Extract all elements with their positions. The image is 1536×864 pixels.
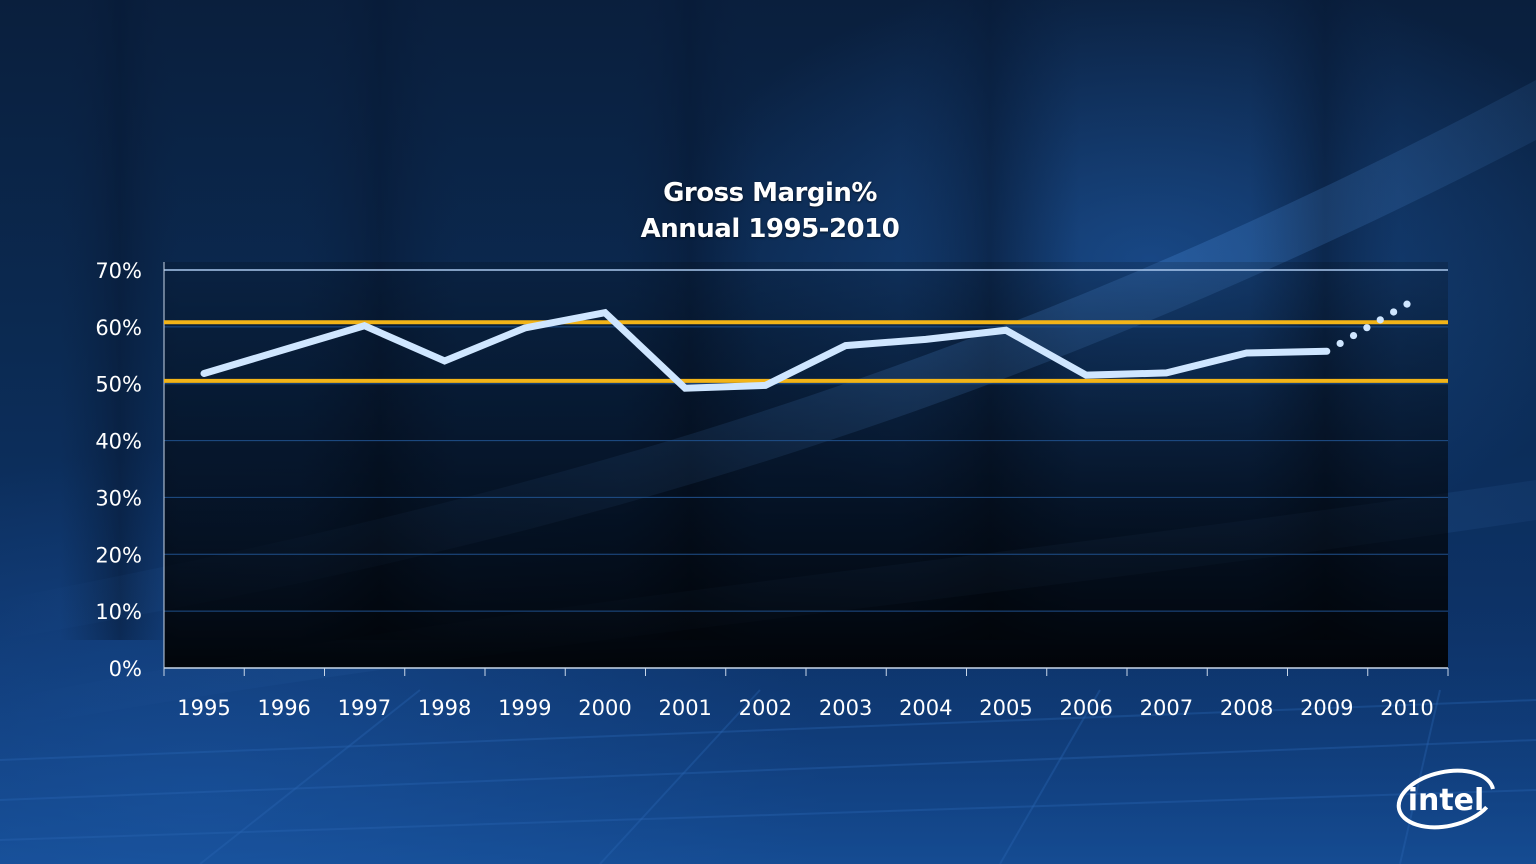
- x-tick-label: 2001: [658, 696, 711, 720]
- x-tick-label: 1999: [498, 696, 551, 720]
- x-tick-label: 2002: [739, 696, 792, 720]
- y-tick-label: 40%: [95, 430, 142, 454]
- x-tick-labels: 1995 1996 1997 1998 1999 2000 2001 2002 2003 2004…: [177, 696, 1433, 720]
- y-tick-label: 70%: [95, 259, 142, 283]
- x-tick-label: 2006: [1059, 696, 1112, 720]
- x-tick-label: 2005: [979, 696, 1032, 720]
- projection-dot: [1349, 331, 1358, 340]
- y-tick-label: 0%: [109, 657, 142, 681]
- y-tick-labels: 0% 10% 20% 30% 40% 50% 60% 70%: [95, 259, 142, 681]
- y-tick-label: 30%: [95, 486, 142, 510]
- projection-dot: [1363, 324, 1371, 332]
- chart-subtitle: Annual 1995-2010: [640, 214, 900, 244]
- y-tick-label: 20%: [95, 543, 142, 567]
- projection-dot: [1403, 300, 1411, 308]
- series-lines: [200, 300, 1411, 392]
- intel-logo: intel: [1396, 768, 1496, 830]
- projection-dot: [1390, 308, 1398, 316]
- projection-dot: [1336, 339, 1344, 348]
- x-tick-label: 2009: [1300, 696, 1353, 720]
- logo-text: intel: [1408, 783, 1485, 818]
- projection-dot: [1376, 316, 1384, 324]
- grid-lines: [164, 269, 1448, 612]
- x-tick-label: 2010: [1380, 696, 1433, 720]
- x-tick-label: 2000: [578, 696, 631, 720]
- x-tick-label: 1998: [418, 696, 471, 720]
- chart-title: Gross Margin%: [663, 178, 877, 208]
- x-tick-label: 2008: [1220, 696, 1273, 720]
- y-tick-label: 10%: [95, 600, 142, 624]
- x-tick-label: 1997: [338, 696, 391, 720]
- x-tick-label: 1996: [257, 696, 310, 720]
- reference-lines: [164, 320, 1448, 383]
- y-tick-label: 50%: [95, 373, 142, 397]
- x-tick-label: 1995: [177, 696, 230, 720]
- x-tick-label: 2007: [1140, 696, 1193, 720]
- series-line: [200, 308, 1331, 392]
- x-tick-label: 2003: [819, 696, 872, 720]
- y-tick-label: 60%: [95, 316, 142, 340]
- x-tick-label: 2004: [899, 696, 952, 720]
- axes: [163, 262, 1449, 676]
